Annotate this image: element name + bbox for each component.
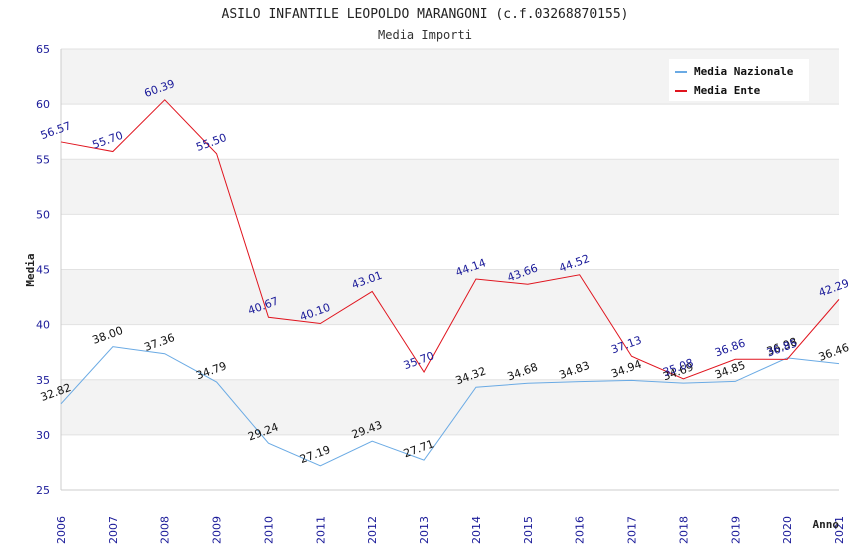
x-tick-label: 2016 bbox=[574, 516, 587, 544]
y-axis-ticks: 25 30 35 40 45 50 55 60 65 bbox=[36, 43, 50, 497]
y-tick-label: 55 bbox=[36, 153, 50, 166]
x-axis-label: Anno bbox=[813, 518, 840, 531]
grid-band bbox=[61, 434, 839, 490]
y-tick-label: 50 bbox=[36, 208, 50, 221]
y-tick-label: 35 bbox=[36, 374, 50, 387]
x-tick-label: 2013 bbox=[418, 516, 431, 544]
y-axis-label: Media bbox=[24, 253, 37, 286]
x-tick-label: 2012 bbox=[366, 516, 379, 544]
x-tick-label: 2007 bbox=[107, 516, 120, 544]
x-tick-label: 2009 bbox=[211, 516, 224, 544]
series-line-nazionale bbox=[60, 346, 840, 467]
y-tick-label: 25 bbox=[36, 484, 50, 497]
legend-item-nazionale: Media Nazionale bbox=[694, 65, 794, 78]
x-axis-ticks: 2006 2007 2008 2009 2010 2011 2012 2013 2014 2015… bbox=[55, 516, 846, 544]
series-lines bbox=[60, 99, 840, 467]
grid-band bbox=[61, 214, 839, 270]
legend-item-ente: Media Ente bbox=[694, 84, 761, 97]
grid-band bbox=[61, 269, 839, 325]
grid-band bbox=[61, 159, 839, 215]
x-tick-label: 2021 bbox=[833, 516, 846, 544]
x-tick-label: 2011 bbox=[314, 516, 327, 544]
x-tick-label: 2015 bbox=[522, 516, 535, 544]
series-line-ente bbox=[60, 99, 840, 380]
x-tick-label: 2010 bbox=[262, 516, 275, 544]
y-tick-label: 45 bbox=[36, 264, 50, 277]
x-tick-label: 2018 bbox=[677, 516, 690, 544]
grid-band bbox=[61, 104, 839, 160]
x-tick-label: 2020 bbox=[781, 516, 794, 544]
grid-band bbox=[61, 379, 839, 435]
x-tick-label: 2014 bbox=[470, 516, 483, 544]
chart-subtitle: Media Importi bbox=[378, 28, 472, 42]
x-tick-label: 2008 bbox=[159, 516, 172, 544]
y-tick-label: 60 bbox=[36, 98, 50, 111]
y-tick-label: 65 bbox=[36, 43, 50, 56]
x-tick-label: 2006 bbox=[55, 516, 68, 544]
y-tick-label: 30 bbox=[36, 429, 50, 442]
y-tick-label: 40 bbox=[36, 319, 50, 332]
legend: Media Nazionale Media Ente bbox=[669, 59, 809, 101]
chart-title: ASILO INFANTILE LEOPOLDO MARANGONI (c.f.… bbox=[222, 7, 629, 22]
x-tick-label: 2019 bbox=[729, 516, 742, 544]
x-tick-label: 2017 bbox=[626, 516, 639, 544]
grid-band bbox=[61, 324, 839, 380]
legend-box bbox=[669, 59, 809, 101]
plot-background bbox=[60, 48, 839, 491]
